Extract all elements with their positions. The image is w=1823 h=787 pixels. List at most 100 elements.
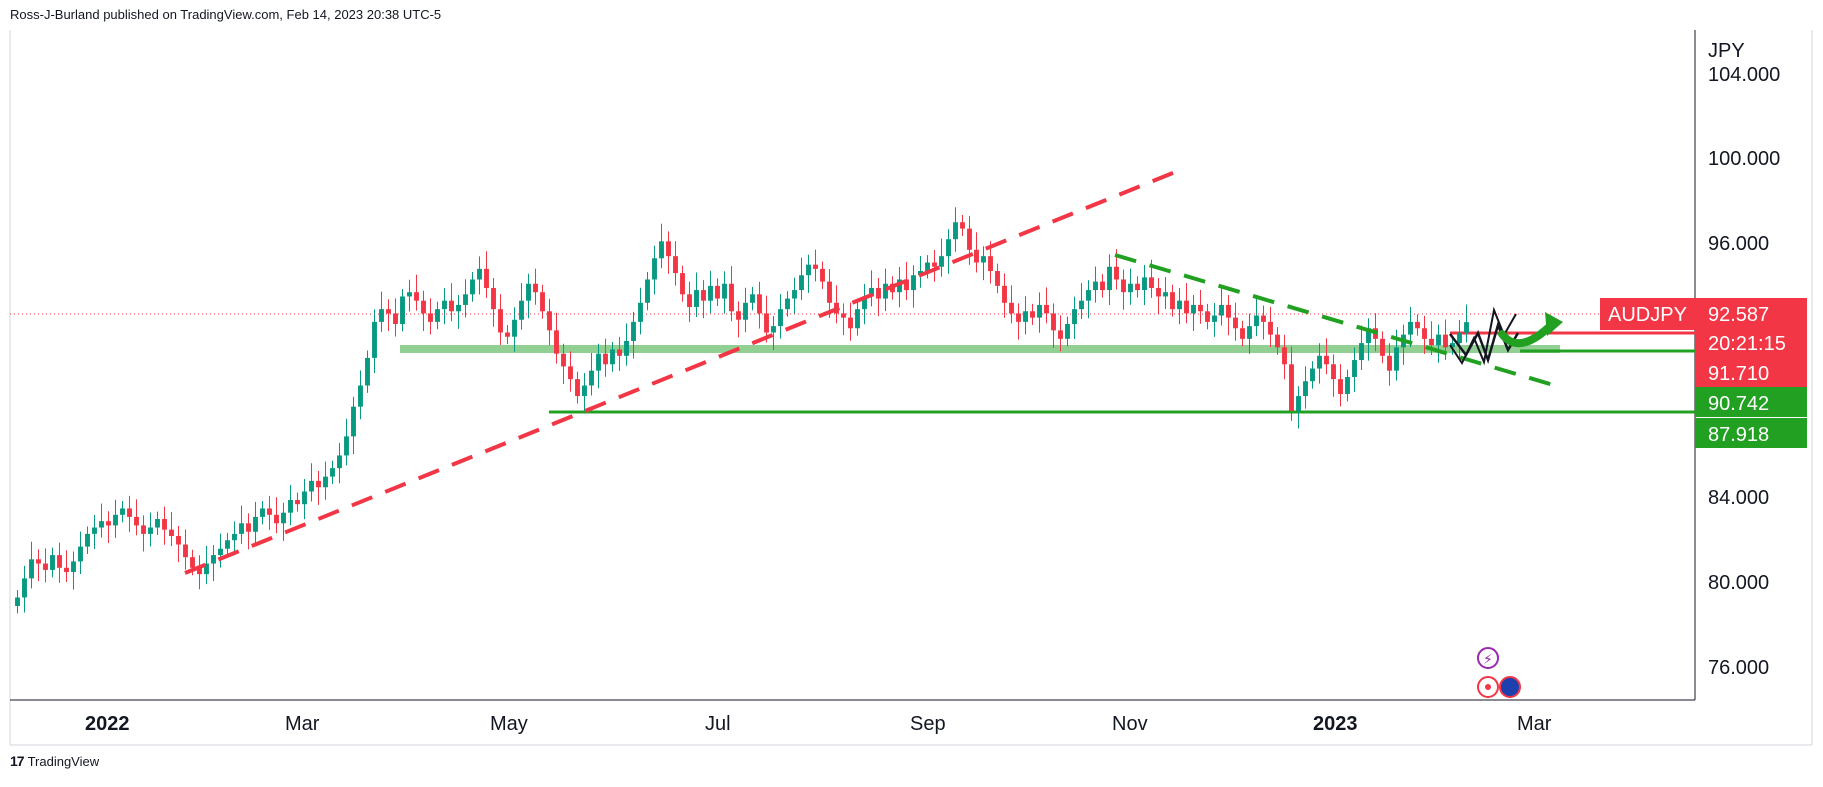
candle-body: [799, 275, 804, 291]
candle-body: [960, 222, 965, 229]
bullish-arrow-icon: [1498, 324, 1552, 347]
candle-body: [134, 516, 139, 526]
candle-body: [99, 521, 104, 528]
candle-body: [365, 357, 370, 386]
candle-body: [1443, 334, 1448, 348]
candle-body: [351, 406, 356, 437]
candle-body: [1016, 313, 1021, 322]
candle-body: [981, 256, 986, 263]
candle-body: [1247, 326, 1252, 339]
candle-body: [239, 523, 244, 534]
candle-body: [1086, 290, 1091, 301]
candle-body: [1170, 292, 1175, 310]
candle-body: [1205, 311, 1210, 322]
candle-body: [435, 309, 440, 322]
y-tick-104: 104.000: [1708, 64, 1780, 86]
candle-body: [1387, 355, 1392, 371]
footer-brand[interactable]: 17 TradingView: [10, 753, 99, 769]
tag-symbol-value: 92.587: [1708, 304, 1769, 326]
candle-body: [323, 476, 328, 488]
y-tick-96: 96.000: [1708, 233, 1769, 255]
candle-body: [92, 527, 97, 534]
candle-body: [603, 353, 608, 365]
candle-body: [701, 290, 706, 301]
price-tag-87918: 87.918: [1695, 418, 1807, 448]
support-zone-band: [400, 345, 1560, 353]
candle-body: [211, 555, 216, 564]
lightning-event-icon[interactable]: [1477, 647, 1499, 669]
candle-body: [519, 300, 524, 320]
price-tag-countdown: 20:21:15: [1695, 330, 1807, 358]
candle-body: [1023, 311, 1028, 322]
candle-body: [813, 264, 818, 269]
candle-body: [848, 317, 853, 329]
candle-body: [148, 527, 153, 534]
candle-body: [596, 353, 601, 371]
candle-body: [582, 385, 587, 397]
candle-body: [1149, 277, 1154, 288]
candle-body: [862, 296, 867, 310]
candle-body: [358, 385, 363, 407]
candle-body: [106, 521, 111, 526]
candle-body: [512, 319, 517, 337]
candle-body: [1142, 277, 1147, 291]
candle-body: [967, 228, 972, 250]
y-axis-currency: JPY: [1708, 40, 1745, 62]
candle-body: [939, 256, 944, 267]
tag-91710-text: 91.710: [1708, 363, 1769, 385]
candle-body: [750, 294, 755, 303]
candle-body: [708, 285, 713, 301]
candle-body: [589, 370, 594, 386]
candle-body: [71, 561, 76, 573]
candle-body: [1464, 322, 1469, 333]
tradingview-logo-icon: 17: [10, 753, 25, 769]
candle-body: [36, 559, 41, 564]
candle-body: [22, 578, 27, 598]
candle-body: [127, 508, 132, 517]
candle-body: [1177, 300, 1182, 310]
candle-body: [1268, 321, 1273, 335]
candle-body: [974, 249, 979, 263]
candle-body: [995, 271, 1000, 286]
candle-body: [1114, 266, 1119, 280]
candle-body: [757, 294, 762, 314]
price-tag-91710: 91.710: [1695, 358, 1807, 388]
candle-body: [869, 287, 874, 297]
earnings-event-dot: [1485, 684, 1491, 690]
y-tick-100: 100.000: [1708, 148, 1780, 170]
candle-body: [1009, 302, 1014, 314]
x-tick-2023: 2023: [1313, 713, 1358, 735]
australia-flag-icon[interactable]: [1499, 676, 1521, 698]
candle-body: [15, 597, 20, 606]
candle-body: [736, 311, 741, 320]
candle-body: [470, 279, 475, 295]
candle-body: [386, 309, 391, 314]
x-tick-sep: Sep: [910, 713, 946, 735]
candle-body: [561, 353, 566, 367]
tag-symbol-name: AUDJPY: [1608, 304, 1687, 326]
candle-body: [1065, 324, 1070, 339]
candle-body: [806, 264, 811, 276]
y-tick-76: 76.000: [1708, 657, 1769, 679]
candle-body: [624, 340, 629, 356]
candle-body: [1184, 300, 1189, 314]
candle-body: [694, 290, 699, 308]
candle-body: [659, 241, 664, 259]
candle-body: [1219, 304, 1224, 316]
price-tag-symbol[interactable]: AUDJPY 92.587: [1600, 298, 1807, 330]
candle-body: [190, 557, 195, 568]
candle-body: [1163, 292, 1168, 297]
candle-body: [1303, 381, 1308, 397]
candle-body: [1310, 368, 1315, 382]
candle-body: [1212, 315, 1217, 322]
candle-body: [666, 241, 671, 257]
candle-body: [771, 326, 776, 333]
candle-body: [820, 268, 825, 282]
candle-body: [897, 279, 902, 293]
candle-body: [372, 321, 377, 358]
candle-body: [575, 379, 580, 397]
candle-body: [1044, 304, 1049, 314]
candle-body: [841, 313, 846, 318]
candle-body: [1394, 347, 1399, 371]
